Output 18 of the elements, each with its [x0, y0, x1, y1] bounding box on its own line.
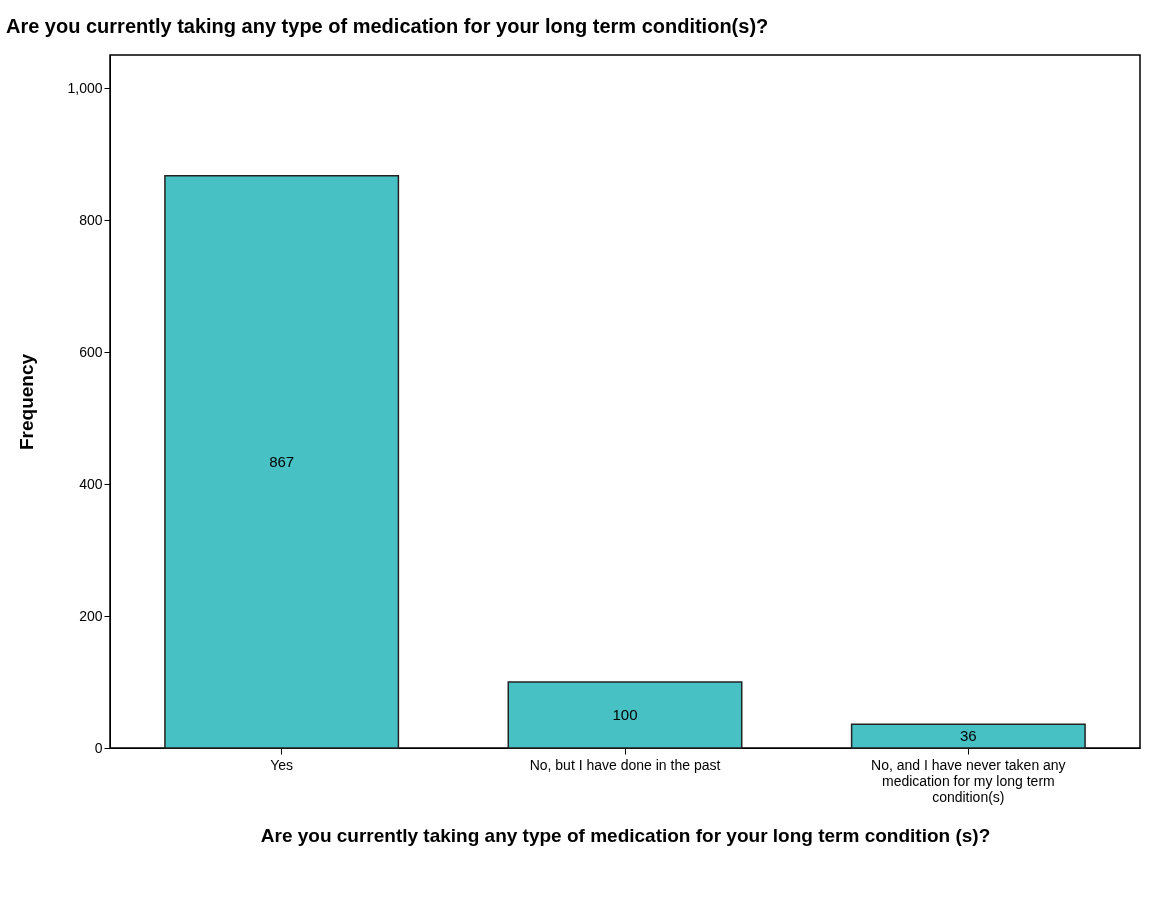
y-tick-label: 400 — [79, 475, 103, 492]
bar — [850, 723, 1086, 749]
chart-title: Are you currently taking any type of medication for your long term condition(s)? — [5, 15, 769, 37]
y-tick-label: 200 — [79, 607, 103, 624]
x-tick-label: Yes — [270, 756, 294, 773]
bar — [164, 175, 400, 749]
y-axis-title: Frequency — [16, 353, 38, 451]
y-tick-label: 600 — [79, 343, 103, 360]
data-label: 867 — [269, 452, 295, 470]
y-tick-label: 800 — [79, 211, 103, 228]
x-axis-title: Are you currently taking any type of medication for your long term condition (s)? — [260, 824, 991, 846]
x-tick-label: No, and I have never taken any medication for my long term condition(s) — [871, 756, 1066, 805]
data-label: 36 — [959, 727, 977, 745]
y-tick-label: 0 — [94, 739, 103, 756]
data-label: 100 — [612, 706, 638, 723]
x-tick-label: No, but I have done in the past — [529, 756, 721, 773]
y-tick-label: 1,000 — [67, 79, 103, 96]
bar — [507, 681, 743, 749]
